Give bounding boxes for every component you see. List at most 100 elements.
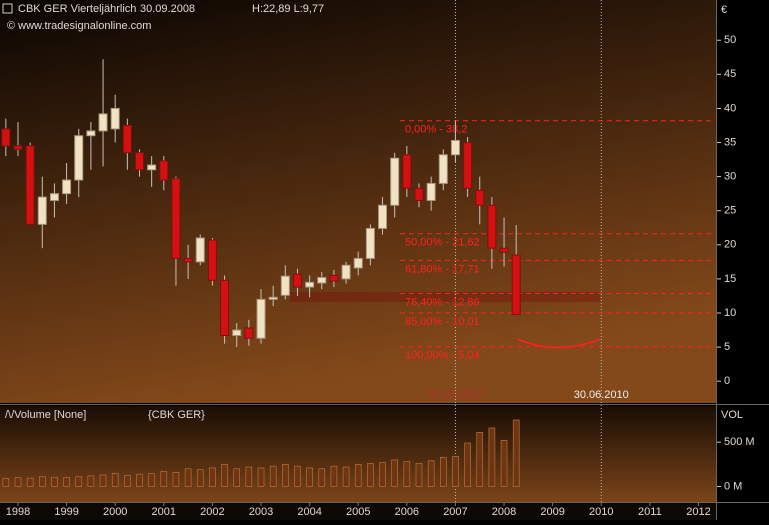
volume-bar: [111, 472, 119, 487]
volume-tick-label: 0 M: [724, 480, 742, 492]
volume-tick-label: 500 M: [724, 436, 755, 448]
volume-bar: [184, 468, 192, 487]
x-axis-strip: [0, 503, 716, 520]
candle-body: [475, 189, 485, 206]
candle-body: [341, 264, 351, 280]
candle-body: [220, 279, 230, 336]
candle-body: [414, 187, 424, 201]
fib-label: 61,80% - 17,71: [405, 263, 480, 275]
x-tick-label: 2005: [346, 506, 370, 518]
candle-body: [122, 124, 132, 154]
x-tick-label: 2001: [152, 506, 176, 518]
candle-body: [98, 113, 108, 132]
y-tick-label: 20: [724, 239, 736, 251]
candle-body: [329, 274, 339, 282]
chart-title: CBK GER Vierteljährlich: [18, 3, 136, 15]
candle-body: [353, 257, 363, 269]
x-tick-label: 2009: [540, 506, 564, 518]
volume-label: /\/Volume [None]: [5, 409, 86, 421]
candle-body: [86, 130, 96, 137]
volume-bar: [26, 477, 34, 487]
x-tick-label: 1998: [6, 506, 30, 518]
y-tick-label: 10: [724, 307, 736, 319]
volume-bar: [318, 468, 326, 487]
fib-label: 76,40% - 12,86: [405, 296, 480, 308]
volume-bar: [294, 465, 301, 487]
volume-bar: [233, 468, 241, 487]
x-tick-label: 2006: [395, 506, 419, 518]
volume-bar: [367, 463, 374, 487]
date-marker-label: 30.06.2010: [574, 389, 629, 401]
fib-label: 0,00% - 38,2: [405, 124, 467, 136]
volume-bar: [87, 475, 95, 487]
fib-label: 85,00% - 10,01: [405, 316, 480, 328]
candle-body: [317, 277, 327, 284]
volume-bar: [282, 464, 289, 487]
volume-bar: [403, 461, 411, 487]
candle-body: [390, 157, 400, 206]
candle-body: [1, 128, 11, 147]
volume-bar: [269, 465, 277, 487]
volume-bar: [452, 456, 459, 487]
y-tick-label: 30: [724, 171, 736, 183]
y-tick-label: 25: [724, 205, 736, 217]
projection-arc: [516, 338, 601, 349]
candle-body: [110, 107, 120, 130]
volume-bar: [306, 467, 313, 487]
candle-body: [463, 142, 473, 189]
candle-body: [13, 145, 23, 150]
currency: €: [721, 4, 727, 16]
volume-bar: [136, 473, 143, 487]
y-tick-label: 35: [724, 136, 736, 148]
candle-body: [292, 273, 302, 288]
x-tick-label: 2008: [492, 506, 516, 518]
volume-bar: [160, 471, 168, 487]
volume-bar: [124, 475, 131, 487]
candle-body: [378, 204, 388, 229]
x-tick-label: 2002: [200, 506, 224, 518]
candle-body: [487, 204, 497, 249]
candle-body: [305, 281, 315, 288]
date-marker-label: 30.06.2007: [428, 389, 483, 401]
volume-bar: [379, 462, 386, 487]
volume-axis-label: VOL: [721, 409, 743, 421]
volume-bar: [354, 464, 362, 487]
volume-bar: [500, 440, 508, 487]
volume-bar: [2, 478, 10, 487]
volume-bar: [38, 476, 46, 487]
y-tick-label: 50: [724, 34, 736, 46]
candle-body: [74, 135, 84, 181]
candle-body: [171, 178, 181, 259]
volume-bar: [464, 442, 471, 487]
candle-body: [159, 160, 169, 181]
volume-bar: [415, 463, 423, 487]
candle-body: [207, 239, 217, 281]
y-tick-label: 15: [724, 273, 736, 285]
volume-symbol: {CBK GER}: [148, 409, 205, 421]
candle-body: [256, 298, 266, 339]
candle-body: [499, 247, 509, 253]
x-tick-label: 2007: [443, 506, 467, 518]
candle-body: [280, 275, 290, 296]
fib-label: 50,00% - 21,62: [405, 237, 480, 249]
x-tick-label: 2000: [103, 506, 127, 518]
x-tick-label: 2003: [249, 506, 273, 518]
volume-bar: [488, 427, 496, 487]
highlight-band: [290, 292, 600, 302]
y-tick-label: 40: [724, 102, 736, 114]
candle-body: [402, 154, 412, 189]
candle-body: [244, 327, 254, 339]
candle-body: [147, 164, 157, 171]
volume-bar: [148, 473, 155, 487]
candle-body: [365, 227, 375, 259]
volume-bar: [476, 432, 484, 487]
x-tick-label: 2004: [297, 506, 321, 518]
volume-bar: [51, 476, 58, 487]
candle-body: [49, 193, 59, 201]
candle-body: [268, 296, 278, 300]
volume-bar: [512, 419, 520, 487]
candle-body: [37, 196, 47, 225]
candle-body: [438, 154, 448, 184]
candle-body: [511, 254, 521, 316]
